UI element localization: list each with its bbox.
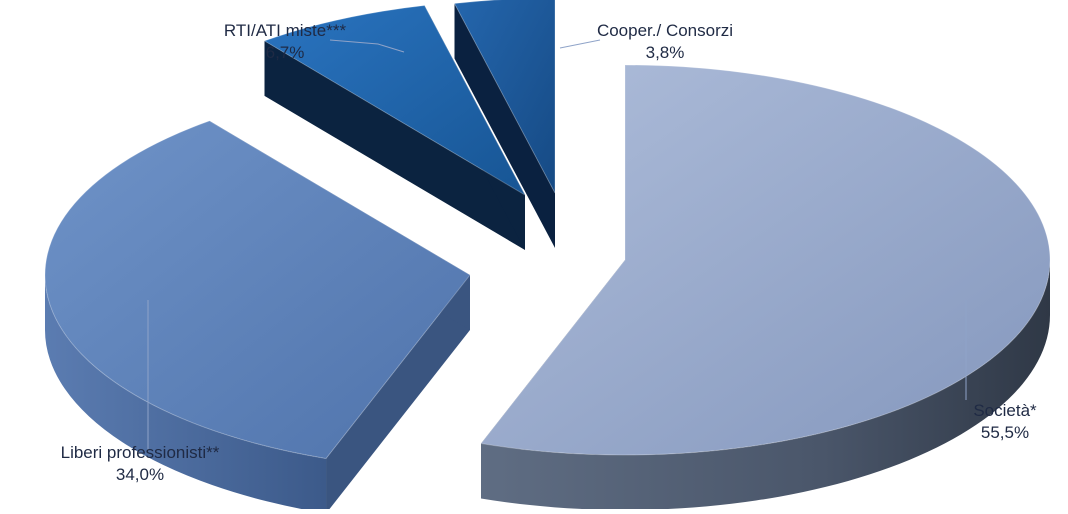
- label-rti-name: RTI/ATI miste***: [223, 21, 347, 40]
- slice-societa: [480, 64, 1051, 510]
- label-coop: Cooper./ Consorzi 3,8%: [560, 20, 770, 64]
- label-liberi-value: 34,0%: [115, 465, 165, 484]
- label-liberi-name: Liberi professionisti**: [60, 443, 220, 462]
- slice-top-coop: [453, 0, 556, 194]
- slice-wall-rti-0: [264, 40, 525, 251]
- label-societa-value: 55,5%: [980, 423, 1030, 442]
- label-rti: RTI/ATI miste*** 6,7%: [190, 20, 380, 64]
- slice-side-liberi: [45, 275, 327, 514]
- slice-liberi: [44, 120, 471, 514]
- label-rti-value: 6,7%: [265, 43, 305, 62]
- label-coop-name: Cooper./ Consorzi: [596, 21, 734, 40]
- slice-coop: [453, 0, 556, 248]
- slice-wall-liberi-0: [326, 275, 470, 514]
- slice-side-societa: [481, 260, 1050, 510]
- slice-wall-coop-0: [454, 3, 555, 248]
- label-societa: Società* 55,5%: [950, 400, 1060, 444]
- label-societa-name: Società*: [973, 401, 1037, 420]
- slice-top-rti: [263, 4, 527, 197]
- slice-rti: [263, 4, 527, 251]
- slice-top-liberi: [44, 120, 471, 460]
- leader-rti: [329, 39, 405, 53]
- label-coop-value: 3,8%: [645, 43, 685, 62]
- leader-coop: [559, 39, 601, 49]
- label-liberi: Liberi professionisti** 34,0%: [25, 442, 255, 486]
- slice-top-societa: [480, 64, 1051, 456]
